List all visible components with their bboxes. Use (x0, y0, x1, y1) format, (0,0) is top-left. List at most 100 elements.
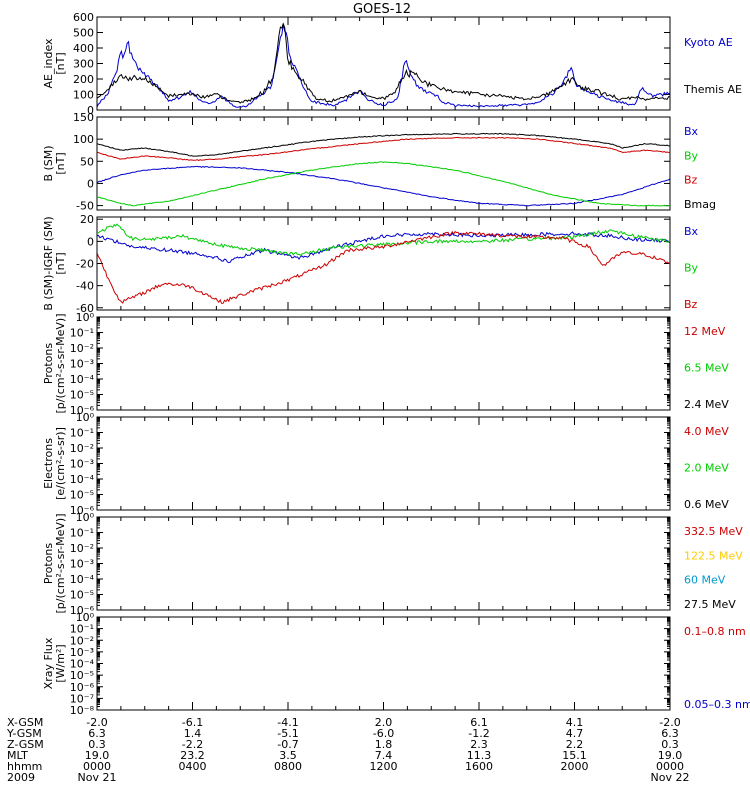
y-axis-label-line2: [p/(cm²-s-sr-MeV)] (54, 514, 67, 614)
panel-frame (96, 216, 671, 311)
y-tick-label: 200 (73, 73, 94, 86)
y-tick-label: 0 (87, 177, 94, 190)
y-tick-label: 0 (87, 104, 94, 117)
series-line-bmag (97, 132, 670, 157)
ephemeris-cell: 15.1 (562, 749, 587, 762)
ephemeris-cell: 0400 (179, 760, 207, 773)
legend: 0.1–0.8 nm 0.05–0.3 nm (684, 625, 750, 711)
y-tick-label: 50 (80, 155, 94, 168)
y-tick-label: 10⁻³ (70, 358, 94, 371)
y-axis-label-line1: Protons (42, 543, 55, 584)
y-tick-label: 10⁻⁴ (70, 373, 95, 386)
series-line-by (97, 223, 670, 256)
y-tick-label: 10⁻⁶ (70, 604, 95, 617)
ephemeris-cell: 2000 (561, 760, 589, 773)
y-axis-label: Electrons [e/(cm²-s-sr)] (42, 427, 67, 500)
ephemeris-cell: -2.2 (182, 738, 203, 751)
y-axis-label: Protons [p/(cm²-s-sr-MeV)] (42, 314, 67, 414)
y-axis-label-line2: [e/(cm²-s-sr)] (54, 427, 67, 500)
legend-entry: Kyoto AE (684, 36, 733, 49)
ephemeris-row-label: MLT (7, 749, 28, 762)
legend-entry: 27.5 MeV (684, 598, 736, 611)
y-tick-label: -50 (76, 200, 94, 213)
panel-frame (96, 416, 671, 511)
y-tick-label: 100 (73, 89, 94, 102)
ephemeris-cell: 23.2 (180, 749, 205, 762)
ephemeris-cell: -2.0 (659, 716, 680, 729)
panel-frame (96, 616, 671, 711)
legend: Bx By Bz (684, 225, 699, 311)
panel-2: -50 0 50 100 150 B (SM) [nT] Bx By Bz Bmag (42, 111, 716, 213)
ephemeris-cell: -2.0 (86, 716, 107, 729)
y-tick-label: 10⁻⁴ (70, 573, 95, 586)
ephemeris-cell: 1.8 (375, 738, 393, 751)
y-tick-label: 10⁻¹ (70, 427, 94, 440)
ephemeris-row-label: hhmm (7, 760, 42, 773)
y-tick-label: 10⁻⁴ (70, 473, 95, 486)
y-tick-label: 10⁻⁴ (70, 658, 95, 671)
y-tick-label: 10⁻¹ (70, 327, 94, 340)
ephemeris-cell: -1.2 (468, 727, 489, 740)
ephemeris-cell: 0000 (83, 760, 111, 773)
legend: 12 MeV 6.5 MeV 2.4 MeV (684, 325, 729, 411)
ephemeris-cell: 6.1 (470, 716, 488, 729)
ephemeris-table: X-GSM -2.0 -6.1 -4.1 2.0 6.1 4.1 -2.0 Y-GSM 6.3 1.… (6, 716, 689, 784)
panel-7: 10⁰10⁻¹10⁻²10⁻³10⁻⁴10⁻⁵10⁻⁶10⁻⁷10⁻⁸Xray … (42, 611, 750, 717)
ephemeris-cell: 0000 (656, 760, 684, 773)
y-tick-label: 600 (73, 11, 94, 24)
series-line-bx (97, 231, 670, 264)
y-tick-label: 10⁻³ (70, 458, 94, 471)
series-line-by (97, 161, 670, 207)
y-tick-labels: 10⁰ 10⁻¹ 10⁻² 10⁻³ 10⁻⁴ 10⁻⁵ 10⁻⁶ (70, 411, 95, 517)
ephemeris-cell: 0800 (274, 760, 302, 773)
series-line-bx (97, 165, 670, 207)
y-tick-labels: -50 0 50 100 150 (73, 111, 94, 213)
y-axis-label: B (SM) [nT] (42, 145, 67, 181)
series-line-bz (97, 136, 670, 162)
panel-1: 0 100 200 300 400 500 600 AE_index [nT] Kyoto AE T… (42, 11, 742, 117)
ephemeris-row-label: 2009 (7, 771, 35, 784)
y-tick-labels: 0 100 200 300 400 500 600 (73, 11, 94, 117)
legend-entry: Bx (684, 125, 699, 138)
ephemeris-cell: -5.1 (277, 727, 298, 740)
ephemeris-cell: 19.0 (658, 749, 683, 762)
y-tick-label: 0 (87, 235, 94, 248)
y-tick-label: 10⁻⁶ (70, 404, 95, 417)
ephemeris-cell: 2.3 (470, 738, 488, 751)
y-tick-label: 150 (73, 111, 94, 124)
y-tick-label: 10⁻⁵ (70, 589, 94, 602)
y-axis-label-line2: [nT] (54, 252, 67, 274)
y-axis-label: Xray Flux [W/m²] (42, 637, 67, 689)
ephemeris-cell: -4.1 (277, 716, 298, 729)
y-tick-label: 10⁻⁵ (70, 489, 94, 502)
panel-3: -60 -40 -20 0 20 B (SM)-IGRF (SM) [nT] Bx By Bz (42, 213, 699, 315)
legend: Kyoto AE Themis AE (683, 36, 742, 96)
y-tick-label: 10⁰ (76, 411, 95, 424)
legend-entry: 4.0 MeV (684, 425, 729, 438)
legend-entry: Themis AE (683, 83, 742, 96)
y-tick-label: 10⁻³ (70, 558, 94, 571)
series-line-themis-ae (97, 22, 670, 104)
legend-entry: 0.1–0.8 nm (684, 625, 746, 638)
ephemeris-cell: 1200 (370, 760, 398, 773)
series-line-bz (97, 230, 670, 304)
y-tick-label: 10⁻⁸ (70, 704, 95, 717)
y-tick-label: 10⁻² (70, 342, 94, 355)
panel-frame (96, 16, 671, 111)
y-axis-label-line2: [nT] (54, 152, 67, 174)
y-tick-label: 10⁻¹ (70, 623, 94, 636)
ephemeris-cell: -6.1 (182, 716, 203, 729)
y-tick-labels: -60 -40 -20 0 20 (76, 213, 94, 315)
y-axis-label-line1: B (SM)-IGRF (SM) (42, 216, 55, 310)
y-tick-labels: 10⁰ 10⁻¹ 10⁻² 10⁻³ 10⁻⁴ 10⁻⁵ 10⁻⁶ (70, 311, 95, 417)
legend-entry: Bx (684, 225, 699, 238)
y-axis-label: B (SM)-IGRF (SM) [nT] (42, 216, 67, 310)
ephemeris-cell: 1.4 (184, 727, 202, 740)
y-tick-label: 10⁰ (76, 611, 95, 624)
chart-title: GOES-12 (353, 2, 411, 17)
